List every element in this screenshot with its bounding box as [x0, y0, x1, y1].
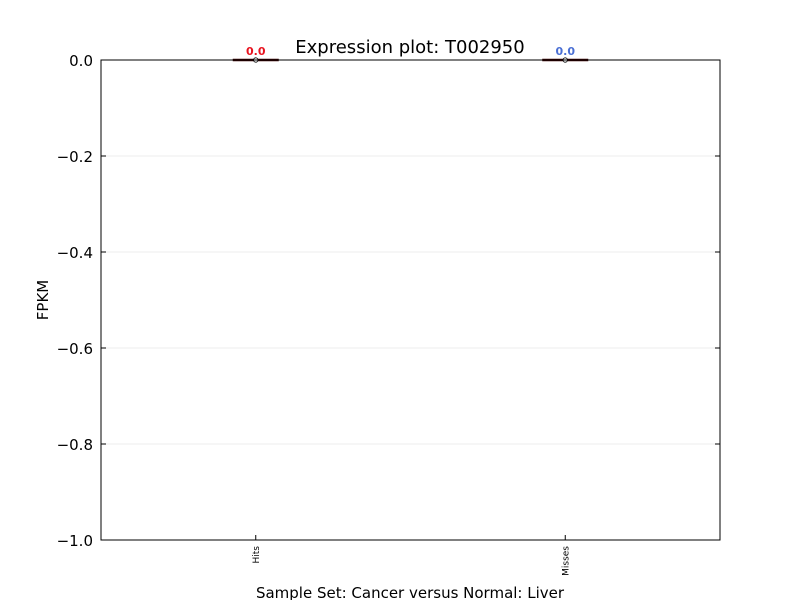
y-tick-label: −1.0 [57, 532, 93, 550]
plot-frame [100, 59, 721, 541]
y-tick-label: −0.2 [57, 148, 93, 166]
y-tick-label: −0.6 [57, 340, 93, 358]
grid-lines [101, 155, 720, 445]
x-axis-label: Sample Set: Cancer versus Normal: Liver [256, 584, 565, 600]
y-tick-label: 0.0 [69, 52, 93, 70]
y-tick-label: −0.8 [57, 436, 93, 454]
chart-title: Expression plot: T002950 [295, 37, 524, 58]
x-tick-label: Misses [561, 546, 571, 576]
median-label: 0.0 [246, 45, 266, 58]
x-tick-label: Hits [252, 546, 262, 564]
median-label: 0.0 [556, 45, 576, 58]
y-tick-label: −0.4 [57, 244, 93, 262]
x-axis-ticks: Hits Misses [252, 535, 571, 576]
y-axis-label: FPKM [34, 280, 52, 320]
